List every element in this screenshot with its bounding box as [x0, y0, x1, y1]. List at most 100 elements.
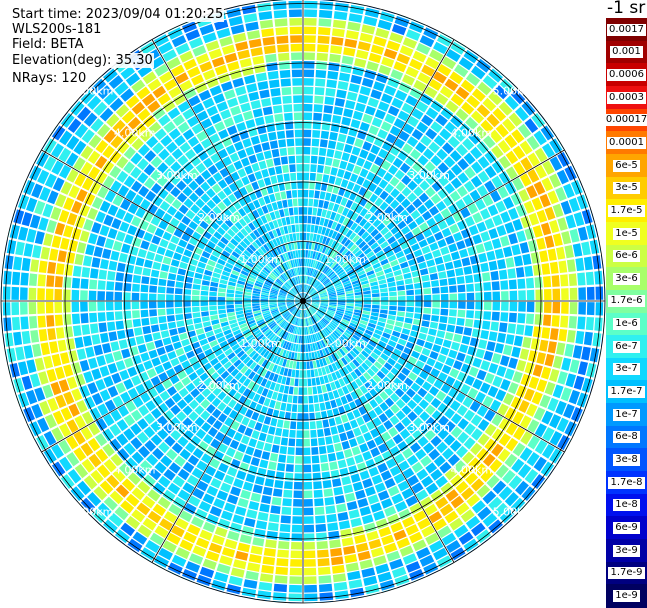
sweep-gate: [349, 438, 358, 447]
sweep-gate: [226, 145, 236, 155]
sweep-gate: [181, 256, 190, 264]
sweep-gate: [517, 279, 525, 289]
sweep-gate: [106, 281, 114, 290]
sweep-gate: [319, 10, 332, 18]
sweep-gate: [316, 524, 327, 532]
sweep-gate: [304, 156, 310, 164]
sweep-gate: [313, 113, 322, 121]
sweep-gate: [506, 334, 515, 345]
sweep-gate: [389, 306, 397, 311]
sweep-gate: [275, 575, 288, 583]
sweep-gate: [310, 164, 317, 172]
sweep-gate: [166, 294, 174, 300]
sweep-gate: [41, 247, 50, 260]
sweep-gate: [291, 44, 302, 52]
sweep-gate: [296, 430, 302, 438]
sweep-gate: [477, 370, 487, 381]
sweep-gate: [453, 360, 463, 370]
sweep-gate: [362, 114, 373, 124]
colorbar-cell: 3e-5: [606, 177, 647, 200]
sweep-gate: [73, 325, 82, 336]
sweep-gate: [443, 254, 452, 263]
sweep-gate: [83, 336, 92, 347]
sweep-gate: [448, 243, 457, 252]
sweep-gate: [296, 164, 302, 172]
sweep-gate: [3, 302, 11, 315]
sweep-gate: [549, 220, 559, 233]
sweep-gate: [75, 337, 84, 348]
sweep-gate: [246, 83, 257, 93]
sweep-gate: [265, 478, 274, 487]
sweep-gate: [268, 426, 276, 435]
colorbar-tick-label: 6e-5: [613, 160, 640, 172]
sweep-gate: [316, 70, 327, 78]
sweep-gate: [462, 257, 471, 266]
sweep-gate: [245, 446, 254, 455]
sweep-gate: [147, 224, 157, 234]
sweep-gate: [434, 232, 444, 241]
sweep-gate: [193, 284, 201, 290]
sweep-gate: [292, 525, 302, 533]
colorbar-tick-label: 6e-6: [613, 250, 640, 262]
sweep-gate: [381, 292, 389, 296]
sweep-gate: [287, 456, 295, 464]
sweep-gate: [85, 347, 95, 358]
sweep-gate: [154, 340, 163, 349]
sweep-gate: [396, 280, 404, 286]
sweep-gate: [320, 455, 328, 463]
sweep-gate: [304, 594, 317, 602]
sweep-gate: [29, 302, 37, 314]
sweep-gate: [248, 420, 256, 429]
sweep-gate: [304, 516, 314, 524]
sweep-gate: [466, 310, 474, 318]
sweep-gate: [320, 403, 326, 411]
sweep-gate: [438, 323, 446, 331]
sweep-gate: [109, 331, 118, 341]
sweep-gate: [167, 242, 176, 251]
sweep-gate: [325, 97, 335, 106]
sweep-gate: [268, 167, 276, 176]
sweep-gate: [99, 270, 108, 280]
sweep-gate: [366, 61, 379, 71]
sweep-gate: [507, 268, 516, 278]
sweep-gate: [72, 302, 80, 312]
sweep-gate: [483, 311, 491, 320]
sweep-gate: [296, 439, 302, 447]
sweep-gate: [294, 207, 299, 215]
sweep-gate: [151, 357, 161, 366]
sweep-gate: [54, 302, 62, 313]
sweep-gate: [342, 56, 354, 65]
sweep-gate: [139, 220, 149, 230]
sweep-gate: [289, 1, 302, 9]
sweep-gate: [227, 467, 237, 477]
sweep-gate: [355, 490, 366, 500]
sweep-gate: [358, 41, 371, 51]
sweep-gate: [303, 396, 308, 404]
sweep-gate: [303, 362, 306, 370]
sweep-gate: [221, 511, 233, 521]
sweep-gate: [71, 228, 81, 240]
sweep-gate: [450, 302, 458, 309]
sweep-gate: [26, 359, 36, 373]
sweep-gate: [258, 81, 269, 90]
sweep-gate: [168, 322, 176, 329]
sweep-gate: [193, 318, 201, 324]
sweep-gate: [573, 345, 583, 359]
sweep-gate: [119, 222, 129, 233]
sweep-gate: [63, 302, 71, 313]
sweep-gate: [141, 318, 149, 326]
sweep-gate: [510, 291, 518, 301]
sweep-gate: [235, 41, 248, 51]
sweep-gate: [32, 344, 42, 357]
sweep-gate: [463, 266, 472, 275]
sweep-gate: [312, 378, 317, 386]
sweep-gate: [353, 482, 363, 492]
sweep-gate: [201, 311, 209, 316]
sweep-gate: [553, 289, 561, 300]
sweep-gate: [350, 173, 358, 182]
sweep-gate: [140, 352, 150, 361]
sweep-gate: [258, 512, 269, 521]
sweep-gate: [297, 242, 300, 250]
sweep-gate: [134, 266, 143, 275]
sweep-gate: [141, 285, 149, 293]
